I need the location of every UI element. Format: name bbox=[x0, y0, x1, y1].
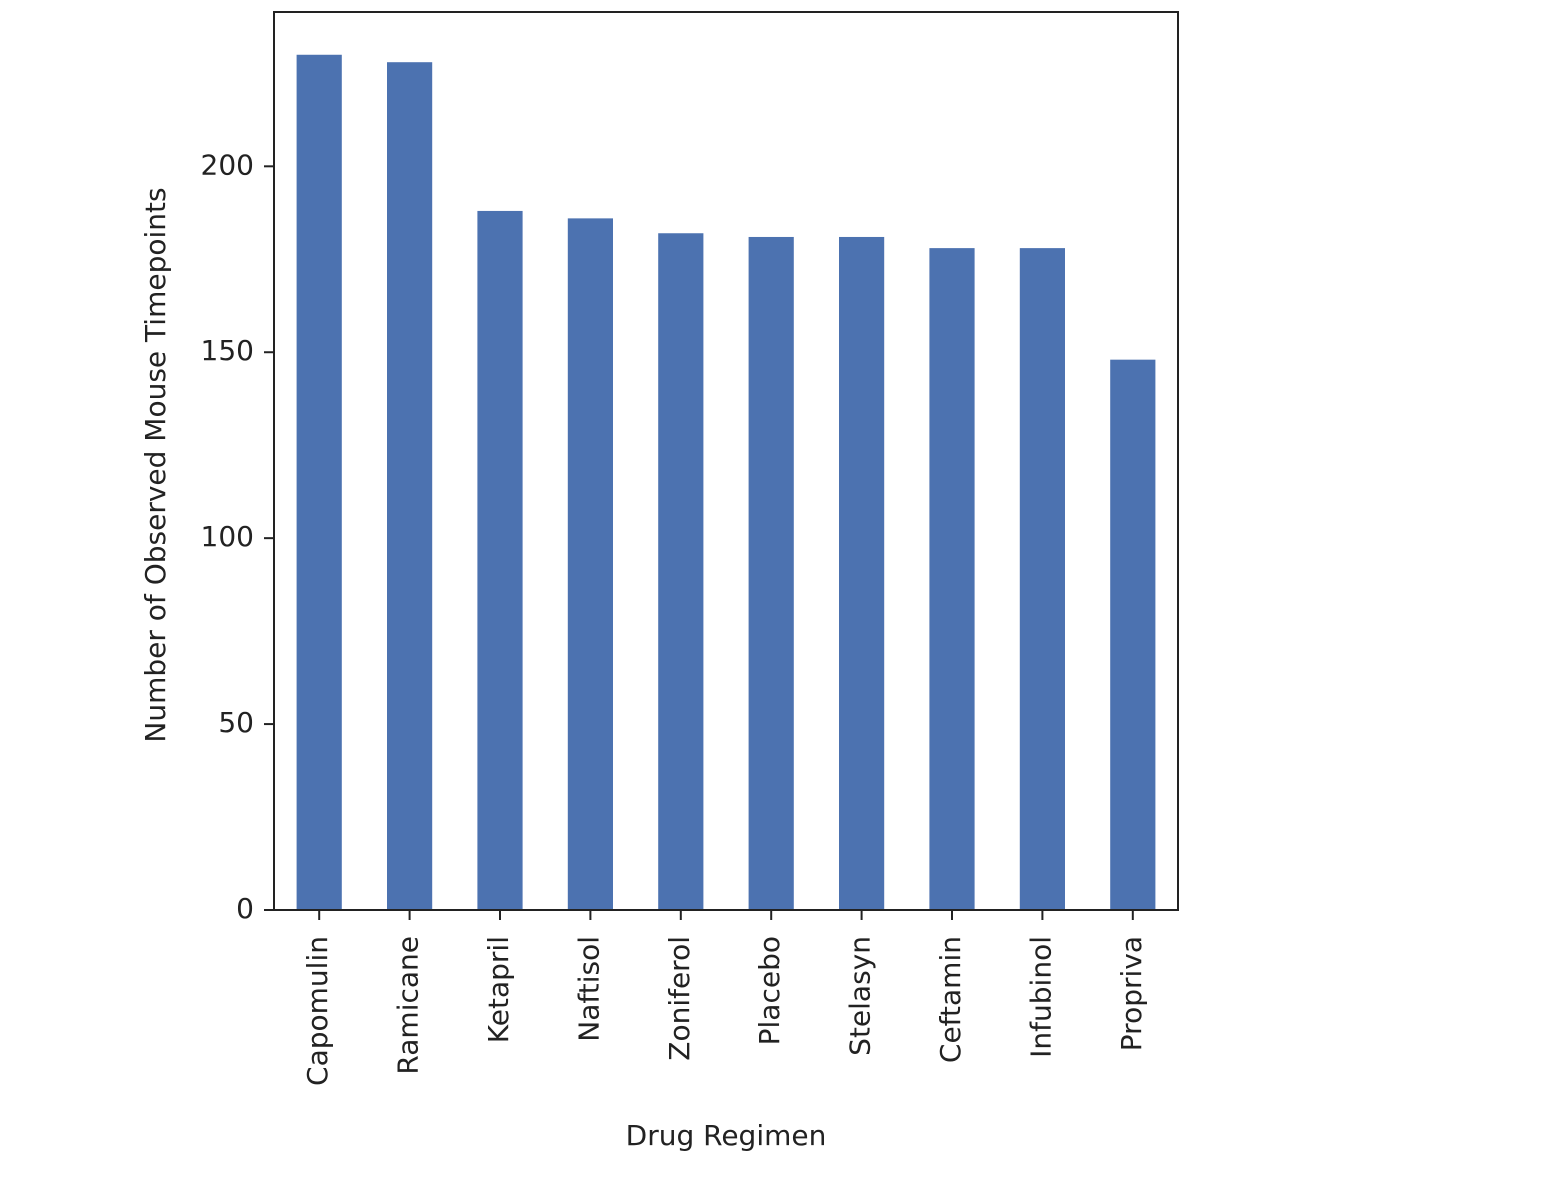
bar-capomulin bbox=[296, 54, 342, 910]
y-tick-label: 150 bbox=[201, 334, 254, 367]
y-axis-label: Number of Observed Mouse Timepoints bbox=[139, 187, 172, 742]
y-tick-label: 200 bbox=[201, 148, 254, 181]
x-tick-label: Ketapril bbox=[482, 936, 515, 1043]
bar-ramicane bbox=[387, 62, 433, 910]
x-axis-label: Drug Regimen bbox=[626, 1119, 827, 1152]
x-tick-label: Propriva bbox=[1115, 936, 1148, 1051]
x-tick-label: Placebo bbox=[753, 936, 786, 1045]
x-tick-label: Zoniferol bbox=[663, 936, 696, 1061]
x-tick-label: Ramicane bbox=[392, 936, 425, 1075]
bar-stelasyn bbox=[839, 236, 885, 910]
plot-frame bbox=[273, 11, 1179, 911]
bar-ceftamin bbox=[929, 248, 975, 910]
x-tick-label: Infubinol bbox=[1024, 936, 1057, 1058]
y-tick-label: 0 bbox=[236, 892, 254, 925]
x-tick-label: Capomulin bbox=[301, 936, 334, 1086]
bars-group bbox=[296, 54, 1156, 910]
x-tick-label: Naftisol bbox=[572, 936, 605, 1042]
bar-propriva bbox=[1110, 359, 1156, 910]
y-tick-label: 50 bbox=[218, 706, 254, 739]
x-tick-label: Ceftamin bbox=[934, 936, 967, 1063]
bar-infubinol bbox=[1019, 248, 1065, 910]
bar-zoniferol bbox=[658, 233, 704, 910]
y-axis-ticks: 0 50 100 150 200 bbox=[201, 148, 274, 925]
x-tick-label: Stelasyn bbox=[844, 936, 877, 1056]
bar-naftisol bbox=[567, 218, 613, 910]
y-tick-label: 100 bbox=[201, 520, 254, 553]
x-axis-ticks: Capomulin Ramicane Ketapril Naftisol Zonifer… bbox=[301, 910, 1148, 1086]
bar-ketapril bbox=[477, 210, 523, 910]
bar-placebo bbox=[748, 236, 794, 910]
